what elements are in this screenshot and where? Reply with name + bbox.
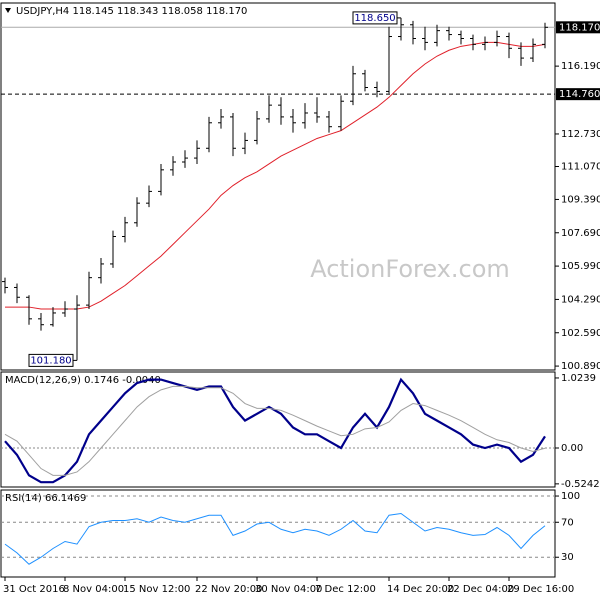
x-tick-label: 29 Dec 16:00 bbox=[507, 584, 574, 595]
price-label-box bbox=[556, 21, 600, 34]
y-tick-label: -0.5242 bbox=[561, 479, 600, 490]
price-label-box bbox=[556, 88, 600, 101]
y-tick-label: 111.070 bbox=[561, 162, 600, 173]
annotation-box bbox=[352, 11, 398, 25]
annotation-label: 118.650 bbox=[354, 13, 395, 24]
x-tick-label: 8 Nov 04:00 bbox=[63, 584, 124, 595]
x-tick-label: 7 Dec 12:00 bbox=[315, 584, 376, 595]
macd-title: MACD(12,26,9) 0.1746 -0.0040 bbox=[5, 375, 161, 386]
y-tick-label: 112.730 bbox=[561, 129, 600, 140]
y-tick-label: 30 bbox=[561, 552, 574, 563]
annotation-label: 101.180 bbox=[30, 355, 71, 366]
y-tick-label: 109.390 bbox=[561, 194, 600, 205]
x-tick-label: 31 Oct 2016 bbox=[3, 584, 65, 595]
y-tick-label: 116.190 bbox=[561, 61, 600, 72]
annotation-box bbox=[28, 353, 74, 367]
x-tick-label: 22 Dec 04:00 bbox=[447, 584, 514, 595]
x-tick-label: 30 Nov 04:00 bbox=[255, 584, 322, 595]
y-tick-label: 105.990 bbox=[561, 261, 600, 272]
moving-average bbox=[5, 41, 546, 310]
x-tick-label: 22 Nov 20:00 bbox=[195, 584, 262, 595]
y-tick-label: 100.890 bbox=[561, 361, 600, 372]
chart-title: USDJPY,H4 118.145 118.343 118.058 118.17… bbox=[16, 6, 247, 17]
signal-line bbox=[4, 385, 546, 476]
rsi-title: RSI(14) 66.1469 bbox=[5, 493, 86, 504]
watermark: ActionForex.com bbox=[310, 255, 510, 283]
y-tick-label: 100 bbox=[561, 491, 580, 502]
symbol-icon bbox=[5, 8, 11, 13]
price-panel bbox=[0, 2, 556, 371]
rsi-panel bbox=[0, 489, 556, 578]
price-label: 118.170 bbox=[559, 22, 600, 33]
y-tick-label: 102.590 bbox=[561, 328, 600, 339]
x-tick-label: 14 Dec 20:00 bbox=[387, 584, 454, 595]
y-tick-label: 70 bbox=[561, 517, 574, 528]
y-tick-label: 0.00 bbox=[561, 443, 583, 454]
price-label: 114.760 bbox=[559, 89, 600, 100]
y-tick-label: 104.290 bbox=[561, 294, 600, 305]
y-tick-label: 107.690 bbox=[561, 228, 600, 239]
y-tick-label: 1.0239 bbox=[561, 373, 596, 384]
x-tick-label: 15 Nov 12:00 bbox=[123, 584, 190, 595]
macd-line bbox=[4, 377, 546, 484]
rsi-line bbox=[4, 512, 546, 565]
macd-panel bbox=[0, 371, 556, 488]
